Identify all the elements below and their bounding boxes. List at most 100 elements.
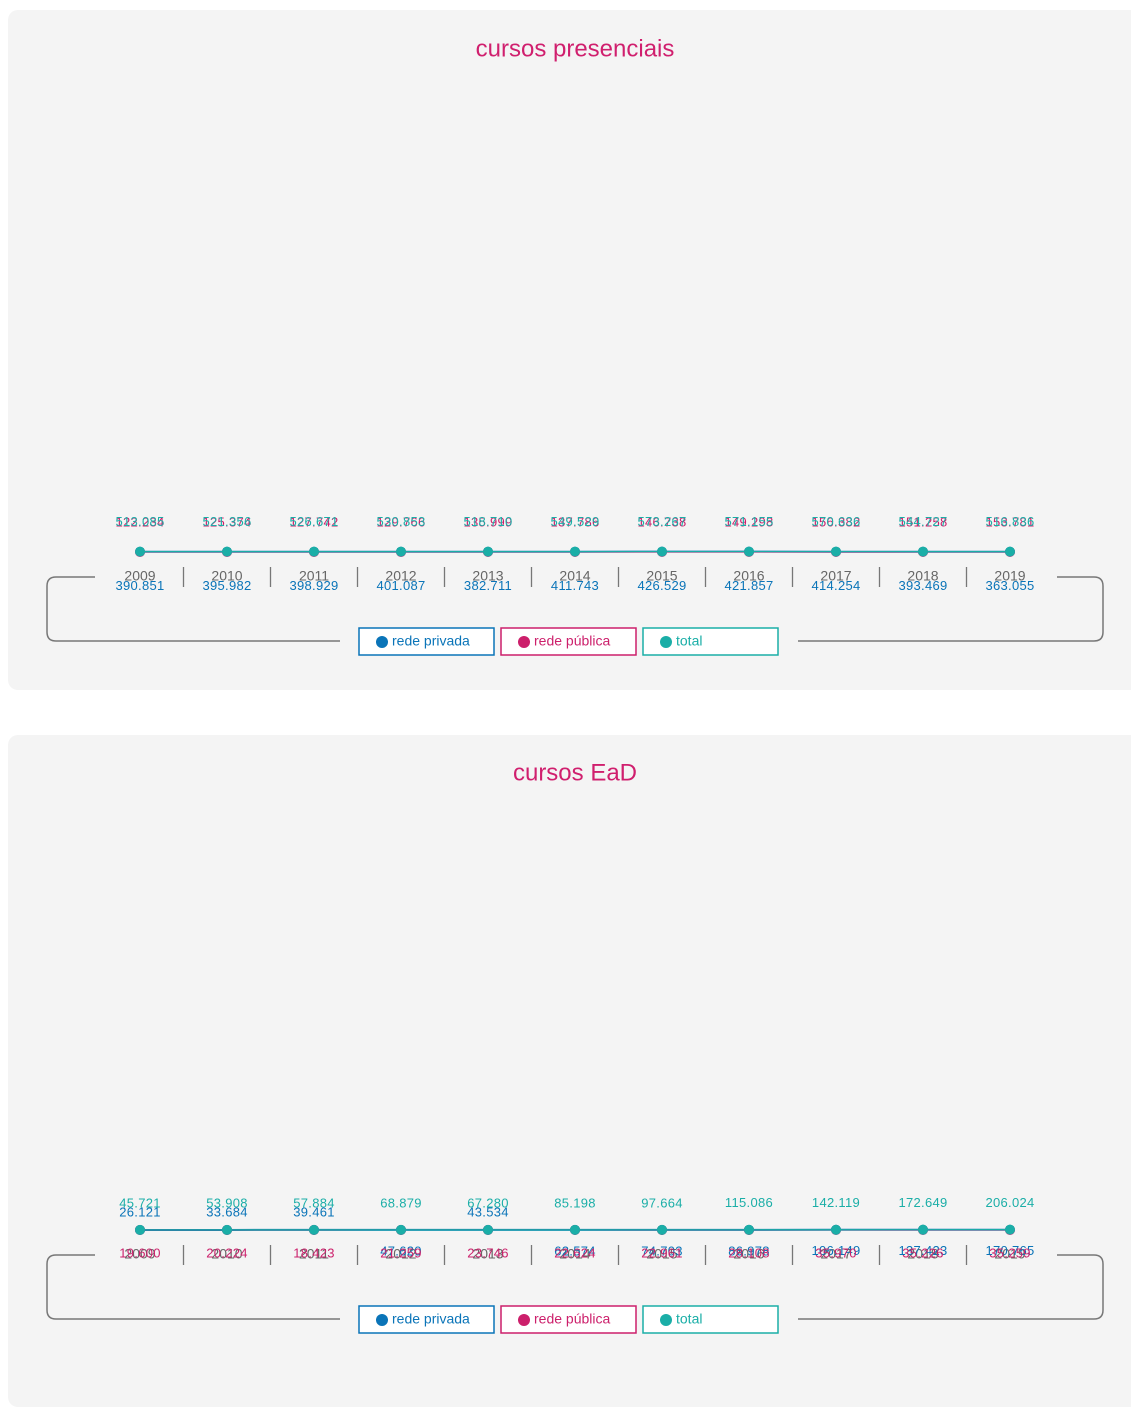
data-label: 571.155 <box>724 514 773 529</box>
x-tick-label: 2012 <box>385 568 416 584</box>
point <box>483 1224 493 1235</box>
data-label: 43.534 <box>467 1204 509 1219</box>
data-label: 97.664 <box>641 1195 683 1210</box>
x-tick-label: 2011 <box>299 1246 329 1262</box>
data-label: 85.198 <box>554 1195 596 1210</box>
data-label: 28.108 <box>728 1245 770 1260</box>
x-tick-label: 2019 <box>994 1246 1025 1262</box>
legend-dot <box>376 1314 388 1326</box>
data-label: 68.879 <box>380 1195 422 1210</box>
x-tick-label: 2015 <box>646 568 677 584</box>
data-label: 530.853 <box>376 514 425 529</box>
data-label: 125.374 <box>202 514 251 529</box>
data-label: 20.224 <box>206 1245 248 1260</box>
legend-label: rede pública <box>534 633 610 649</box>
legend-label: total <box>676 633 702 649</box>
data-label: 573.267 <box>637 514 686 529</box>
data-label: 137.786 <box>550 514 599 529</box>
data-label: 570.636 <box>811 514 860 529</box>
point <box>570 1224 580 1235</box>
data-label: 45.721 <box>119 1195 161 1210</box>
point <box>222 546 232 557</box>
data-label: 86.978 <box>728 1243 770 1258</box>
x-tick-label: 2015 <box>646 1246 677 1262</box>
bracket <box>798 1254 1104 1320</box>
x-tick-label: 2018 <box>907 1246 938 1262</box>
legend-dot <box>660 636 672 648</box>
data-label: 62.574 <box>554 1243 596 1258</box>
x-tick-label: 2016 <box>733 1246 764 1262</box>
data-label: 390.851 <box>115 578 164 593</box>
data-label: 146.738 <box>637 514 686 529</box>
point <box>396 546 406 557</box>
panel <box>8 10 1131 690</box>
bracket <box>46 1254 340 1320</box>
point <box>483 546 493 557</box>
data-label: 67.280 <box>467 1195 509 1210</box>
legend-label: total <box>676 1311 702 1327</box>
data-label: 39.461 <box>293 1204 335 1219</box>
point <box>657 1224 667 1235</box>
data-label: 526.671 <box>289 514 338 529</box>
x-tick-label: 2017 <box>820 1246 851 1262</box>
x-tick-label: 2010 <box>211 568 242 584</box>
data-label: 47.620 <box>380 1243 422 1258</box>
data-label: 106.149 <box>811 1243 860 1258</box>
legend-dot <box>660 1314 672 1326</box>
x-tick-label: 2013 <box>472 1246 503 1262</box>
point <box>918 1224 928 1235</box>
point <box>396 1224 406 1235</box>
x-tick-label: 2014 <box>559 568 590 584</box>
data-label: 19.600 <box>119 1245 161 1260</box>
data-label: 151.258 <box>898 514 947 529</box>
x-tick-label: 2010 <box>211 1246 242 1262</box>
data-label: 135.999 <box>463 514 512 529</box>
x-tick-label: 2017 <box>820 568 851 584</box>
point <box>309 1224 319 1235</box>
data-label: 137.423 <box>898 1243 947 1258</box>
legend-label: rede privada <box>392 1311 470 1327</box>
chart-title: cursos EaD <box>513 759 637 786</box>
data-label: 398.929 <box>289 578 338 593</box>
data-label: 53.908 <box>206 1195 248 1210</box>
data-label: 393.469 <box>898 578 947 593</box>
data-label: 18.423 <box>293 1245 335 1260</box>
point <box>135 1224 145 1235</box>
data-label: 23.746 <box>467 1245 509 1260</box>
point <box>570 546 580 557</box>
data-label: 35.259 <box>989 1245 1031 1260</box>
data-label: 149.298 <box>724 514 773 529</box>
data-label: 411.743 <box>551 578 599 593</box>
data-label: 382.711 <box>464 578 512 593</box>
point <box>831 546 841 557</box>
data-label: 156.382 <box>811 514 860 529</box>
bracket <box>798 576 1104 642</box>
x-tick-label: 2013 <box>472 568 503 584</box>
data-label: 421.857 <box>724 578 773 593</box>
x-tick-label: 2012 <box>385 1246 416 1262</box>
data-label: 74.703 <box>641 1243 683 1258</box>
data-label: 115.086 <box>725 1195 773 1210</box>
panel <box>8 735 1131 1407</box>
data-label: 395.982 <box>202 578 251 593</box>
legend-dot <box>376 636 388 648</box>
x-tick-label: 2019 <box>994 568 1025 584</box>
data-label: 57.884 <box>293 1195 335 1210</box>
x-tick-label: 2014 <box>559 1246 590 1262</box>
point <box>1005 546 1015 557</box>
data-label: 513.085 <box>115 514 164 529</box>
data-label: 521.356 <box>202 514 251 529</box>
legend-label: rede privada <box>392 633 470 649</box>
data-label: 129.766 <box>376 514 425 529</box>
x-tick-label: 2009 <box>124 1246 155 1262</box>
point <box>222 1224 232 1235</box>
legend-label: rede pública <box>534 1311 610 1327</box>
data-label: 153.781 <box>985 514 1034 529</box>
data-label: 170.765 <box>985 1243 1034 1258</box>
data-label: 544.727 <box>898 514 947 529</box>
data-label: 206.024 <box>985 1195 1034 1210</box>
data-label: 33.684 <box>206 1204 248 1219</box>
point <box>309 546 319 557</box>
legend-dot <box>518 636 530 648</box>
